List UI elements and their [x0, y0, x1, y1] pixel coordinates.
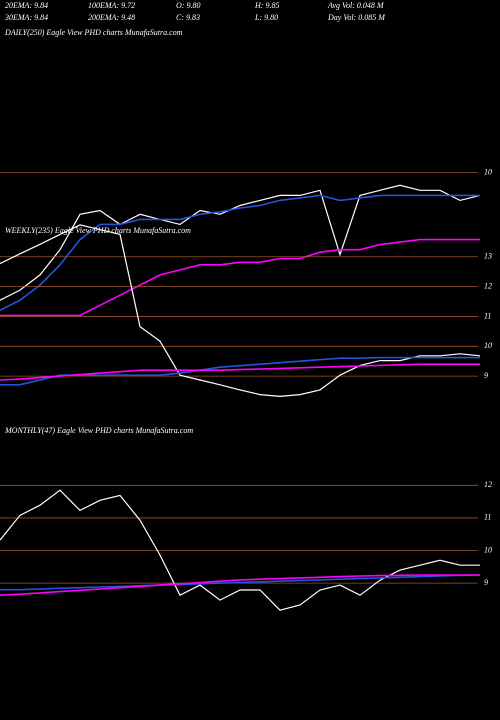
panel-title: DAILY(250) Eagle View PHD charts MunafaS…	[4, 28, 183, 37]
price-line	[0, 238, 480, 317]
y-tick-label: 10	[484, 167, 492, 176]
y-tick-label: 13	[484, 252, 492, 261]
y-tick-label: 11	[484, 311, 491, 320]
header-stat: O: 9.80	[176, 1, 200, 10]
price-line	[0, 574, 480, 596]
header-stat: 20EMA: 9.84	[5, 1, 48, 10]
price-line	[0, 184, 481, 301]
header-stat: L: 9.80	[254, 13, 278, 22]
y-tick-label: 10	[484, 545, 492, 554]
price-line	[0, 574, 481, 591]
price-line	[0, 194, 480, 312]
panel-title: MONTHLY(47) Eagle View PHD charts Munafa…	[4, 426, 193, 435]
price-line	[0, 489, 480, 611]
header-stat: 200EMA: 9.48	[88, 13, 135, 22]
y-tick-label: 12	[484, 281, 492, 290]
header-stat: Avg Vol: 0.048 M	[327, 1, 385, 10]
y-tick-label: 11	[484, 513, 491, 522]
price-line	[0, 363, 480, 381]
y-tick-label: 12	[484, 480, 492, 489]
header-stat: H: 9.85	[254, 1, 279, 10]
header-stat: C: 9.83	[176, 13, 200, 22]
price-line	[0, 224, 481, 398]
header-stat: 30EMA: 9.84	[4, 13, 48, 22]
y-tick-label: 9	[484, 578, 488, 587]
panel-title: WEEKLY(235) Eagle View PHD charts Munafa…	[5, 226, 191, 235]
header-stat: 100EMA: 9.72	[88, 1, 135, 10]
header-stat: Day Vol: 0.085 M	[327, 13, 386, 22]
y-tick-label: 9	[484, 371, 488, 380]
y-tick-label: 10	[484, 341, 492, 350]
